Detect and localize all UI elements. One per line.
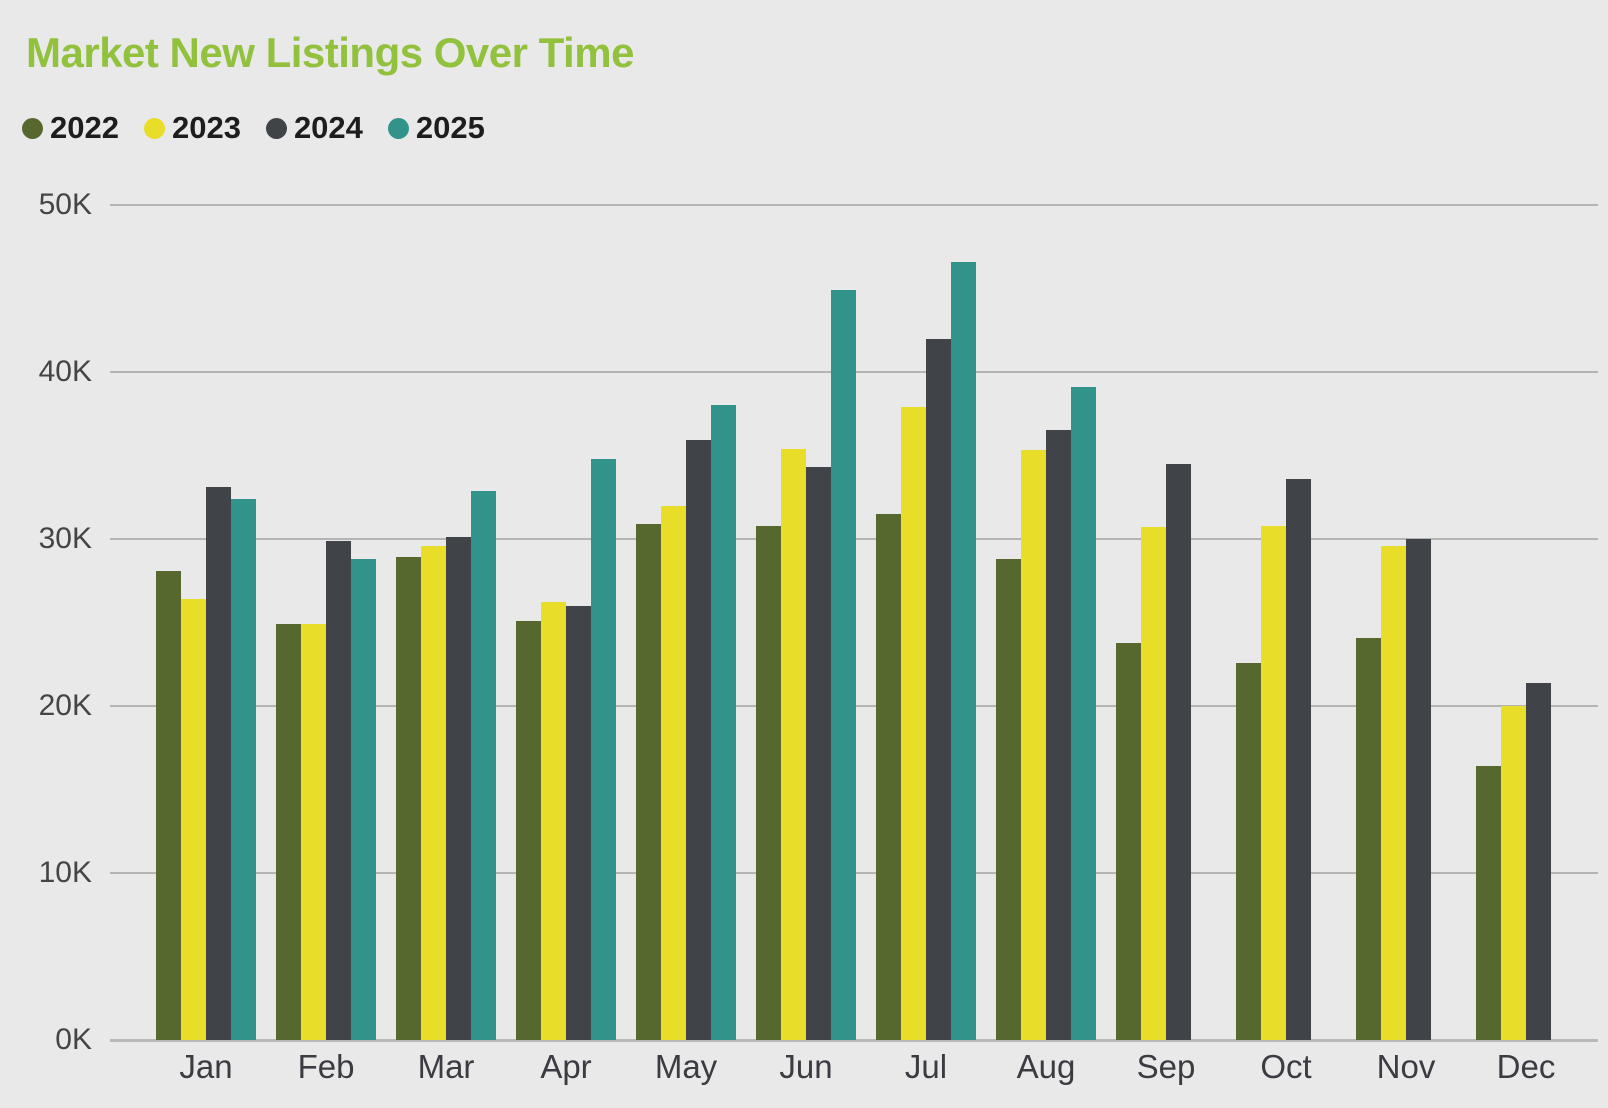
bar-2023-mar[interactable] <box>421 545 446 1040</box>
gridline-50k <box>110 204 1598 206</box>
bar-2025-feb[interactable] <box>351 559 376 1040</box>
x-axis-label-apr: Apr <box>540 1048 592 1085</box>
bar-2024-may[interactable] <box>686 440 711 1040</box>
bar-2022-aug[interactable] <box>996 559 1021 1040</box>
bar-2025-apr[interactable] <box>591 458 616 1040</box>
bar-2024-jan[interactable] <box>206 487 231 1040</box>
bar-2022-feb[interactable] <box>276 624 301 1040</box>
bar-2025-aug[interactable] <box>1071 387 1096 1040</box>
bar-2022-jul[interactable] <box>876 513 901 1040</box>
legend-item-2025[interactable]: 2025 <box>387 110 485 146</box>
x-axis-label-aug: Aug <box>1016 1048 1076 1085</box>
legend-label-2023: 2023 <box>171 110 241 145</box>
bar-2023-dec[interactable] <box>1501 706 1526 1040</box>
bar-2025-jan[interactable] <box>231 498 256 1040</box>
bar-2022-mar[interactable] <box>396 557 421 1040</box>
y-axis-label-0k: 0K <box>55 1023 92 1056</box>
x-axis-label-sep: Sep <box>1136 1048 1196 1085</box>
bar-2022-jan[interactable] <box>156 570 181 1040</box>
bar-2023-aug[interactable] <box>1021 450 1046 1040</box>
x-axis-label-oct: Oct <box>1260 1048 1312 1085</box>
bar-2024-mar[interactable] <box>446 537 471 1040</box>
x-axis-label-nov: Nov <box>1376 1048 1436 1085</box>
legend-label-2022: 2022 <box>50 110 119 145</box>
bar-2022-oct[interactable] <box>1236 662 1261 1040</box>
bar-2022-apr[interactable] <box>516 620 541 1040</box>
bar-2022-nov[interactable] <box>1356 637 1381 1040</box>
y-axis-label-10k: 10K <box>38 856 92 889</box>
bar-2023-oct[interactable] <box>1261 525 1286 1040</box>
bar-2023-sep[interactable] <box>1141 527 1166 1040</box>
bar-2025-mar[interactable] <box>471 490 496 1040</box>
legend-dot-2023-icon <box>143 117 165 139</box>
y-axis-label-20k: 20K <box>38 689 92 722</box>
x-axis-label-feb: Feb <box>297 1048 355 1085</box>
x-axis-label-jan: Jan <box>179 1048 233 1085</box>
x-axis-label-may: May <box>654 1048 718 1085</box>
bar-2024-feb[interactable] <box>326 540 351 1040</box>
legend-label-2024: 2024 <box>293 110 363 145</box>
legend-dot-2022-icon <box>22 117 43 139</box>
y-axis-label-50k: 50K <box>38 188 92 221</box>
x-axis-label-mar: Mar <box>417 1048 475 1085</box>
y-axis-label-30k: 30K <box>38 522 92 555</box>
gridline-0k <box>110 1039 1598 1042</box>
bar-2023-jul[interactable] <box>901 407 926 1040</box>
bar-2024-oct[interactable] <box>1286 478 1311 1040</box>
bar-2025-jun[interactable] <box>831 290 856 1040</box>
bar-2023-nov[interactable] <box>1381 545 1406 1040</box>
chart-title: Market New Listings Over Time <box>26 29 634 76</box>
bar-2025-jul[interactable] <box>951 261 976 1040</box>
y-axis-label-40k: 40K <box>38 355 92 388</box>
x-axis-label-jun: Jun <box>779 1048 833 1085</box>
bar-2024-jul[interactable] <box>926 338 951 1040</box>
bar-2022-jun[interactable] <box>756 525 781 1040</box>
legend-dot-2025-icon <box>387 117 409 139</box>
bar-2024-dec[interactable] <box>1526 682 1551 1040</box>
legend-item-2022[interactable]: 2022 <box>22 110 119 146</box>
bar-2024-nov[interactable] <box>1406 539 1431 1040</box>
bar-2024-aug[interactable] <box>1046 430 1071 1040</box>
bar-2023-apr[interactable] <box>541 602 566 1040</box>
bar-2024-jun[interactable] <box>806 467 831 1040</box>
legend-label-2025: 2025 <box>415 110 485 145</box>
bar-2023-jan[interactable] <box>181 599 206 1040</box>
bar-2024-apr[interactable] <box>566 605 591 1040</box>
x-axis-label-dec: Dec <box>1496 1048 1556 1085</box>
legend-item-2023[interactable]: 2023 <box>143 110 241 146</box>
bar-2022-may[interactable] <box>636 523 661 1040</box>
legend: 2022 2023 2024 2025 <box>22 110 485 146</box>
x-axis-label-jul: Jul <box>904 1048 948 1085</box>
bar-2023-may[interactable] <box>661 505 686 1040</box>
bar-2023-feb[interactable] <box>301 624 326 1040</box>
bar-2024-sep[interactable] <box>1166 463 1191 1040</box>
legend-dot-2024-icon <box>265 117 287 139</box>
bar-2025-may[interactable] <box>711 405 736 1040</box>
legend-item-2024[interactable]: 2024 <box>265 110 363 146</box>
bar-2022-dec[interactable] <box>1476 766 1501 1040</box>
bar-2022-sep[interactable] <box>1116 642 1141 1040</box>
bar-2023-jun[interactable] <box>781 448 806 1040</box>
